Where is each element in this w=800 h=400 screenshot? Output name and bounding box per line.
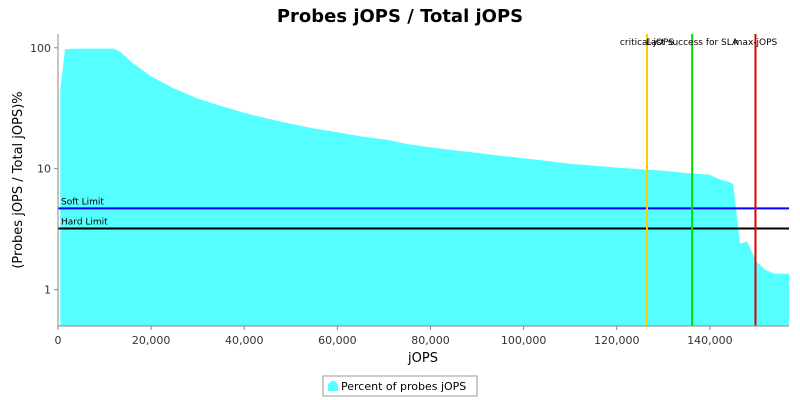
- limit-label-1: Hard Limit: [61, 218, 108, 228]
- chart-title: Probes jOPS / Total jOPS: [277, 6, 523, 27]
- x-axis-label: jOPS: [407, 351, 438, 366]
- legend: Percent of probes jOPS: [322, 375, 478, 397]
- x-axis-ticks: 0 20,000 40,000 60,000 80,000 100,000 120,000 1…: [55, 326, 733, 347]
- x-tick-label-6: 120,000: [594, 334, 640, 347]
- limit-lines: Soft Limit Hard Limit: [58, 197, 789, 230]
- limit-label-0: Soft Limit: [61, 197, 104, 207]
- y-tick-label-0: 1: [44, 284, 51, 297]
- x-tick-label-3: 60,000: [318, 334, 357, 347]
- x-tick-label-0: 0: [55, 334, 62, 347]
- x-tick-label-1: 20,000: [132, 334, 171, 347]
- legend-box: [322, 375, 478, 397]
- series-layer: [60, 48, 790, 326]
- marker-label-1: Last success for SLA: [646, 38, 739, 48]
- legend-swatch: [328, 381, 338, 391]
- y-tick-label-1: 10: [37, 163, 51, 176]
- y-axis-ticks: 1 10 100: [30, 42, 58, 297]
- y-tick-label-2: 100: [30, 42, 51, 55]
- x-tick-label-7: 140,000: [687, 334, 733, 347]
- marker-label-2: max-jOPS: [734, 38, 778, 48]
- marker-label-0: critical-jOPS: [620, 38, 674, 48]
- series-area-0: [60, 48, 790, 326]
- y-axis-label: (Probes jOPS / Total jOPS)%: [11, 91, 26, 268]
- x-tick-label-2: 40,000: [225, 334, 264, 347]
- x-tick-label-5: 100,000: [501, 334, 547, 347]
- legend-entry: Percent of probes jOPS: [341, 380, 466, 393]
- x-tick-label-4: 80,000: [411, 334, 450, 347]
